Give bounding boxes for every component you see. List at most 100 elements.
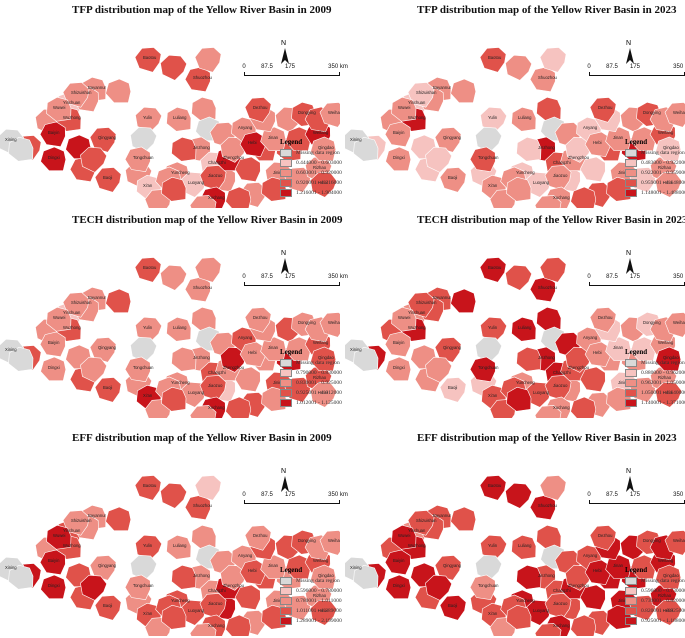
city-label: Yuncheng	[516, 598, 535, 603]
city-label: Jinzhong	[193, 145, 210, 150]
region-linfen	[171, 346, 197, 372]
legend-title: Legend	[280, 348, 303, 356]
region-baotou	[479, 47, 507, 73]
city-label: Hebi	[248, 140, 257, 145]
city-label: Jinan	[268, 563, 279, 568]
city-label: Yinchuan	[408, 310, 426, 315]
city-label: Bayannur	[88, 85, 107, 90]
region-pingliang	[80, 356, 108, 383]
city-label: Zhengzhou	[223, 583, 245, 588]
city-label: Shuozhou	[193, 503, 213, 508]
city-label: Zhengzhou	[568, 155, 590, 160]
city-label: Changzhi	[208, 588, 226, 593]
region-qingyang	[434, 555, 462, 581]
city-label: Dezhou	[598, 315, 613, 320]
legend-swatch	[280, 389, 292, 397]
city-label: Weihai	[328, 320, 340, 325]
city-label: Dongying	[298, 538, 316, 543]
scale-tick: 175	[629, 492, 641, 498]
city-label: Zhengzhou	[568, 365, 590, 370]
legend-swatch	[280, 369, 292, 377]
city-label: Jinan	[268, 135, 279, 140]
city-label: Baiyin	[393, 558, 405, 563]
city-label: Dezhou	[253, 315, 268, 320]
region-wuwei	[46, 96, 72, 122]
region-baotou	[134, 475, 162, 501]
city-label: Jining	[273, 598, 285, 603]
scale-tick: 0	[242, 492, 246, 498]
legend-item: 1.012001 - 1.125000	[280, 398, 372, 408]
region-hohhot	[160, 54, 188, 81]
legend-swatch	[625, 389, 637, 397]
city-label: Dezhou	[598, 105, 613, 110]
region-dezhou	[589, 525, 617, 551]
map-panel-tfp-2009: TFP distribution map of the Yellow River…	[0, 0, 348, 210]
legend-label: 0.483000 - 0.922000	[641, 160, 685, 166]
region-luliang	[511, 106, 537, 132]
legend-swatch	[280, 379, 292, 387]
legend-label: 0.830001 - 0.925000	[296, 380, 342, 386]
city-label: Baotou	[143, 483, 157, 488]
region-shuozhou	[184, 66, 211, 93]
city-label: Changzhi	[553, 160, 571, 165]
city-label: Qingyang	[98, 563, 117, 568]
city-label: Anyang	[583, 125, 598, 130]
map-panel-eff-2023: EFF distribution map of the Yellow River…	[345, 428, 685, 638]
city-label: Xuchang	[208, 405, 225, 410]
region-tongchuan	[469, 574, 496, 601]
city-label: Jinzhong	[538, 355, 555, 360]
region-kaifeng	[579, 366, 606, 393]
city-label: Dezhou	[253, 105, 268, 110]
region-qingdao	[655, 346, 682, 372]
city-label: Yinchuan	[408, 100, 426, 105]
city-label: Weifang	[313, 130, 329, 135]
scale-bar: 0 87.5 175 350 km	[587, 56, 685, 84]
legend-label: 0.596000 - 0.780000	[296, 588, 342, 594]
region-kaifeng	[234, 584, 261, 611]
map-title: EFF distribution map of the Yellow River…	[417, 432, 677, 444]
city-label: Xuchang	[553, 405, 570, 410]
legend-item: 0.925001 - 1.188000	[625, 616, 685, 626]
legend-label: 0.959001 - 1.148000	[641, 180, 685, 186]
city-label: Hebi	[593, 568, 602, 573]
city-label: Luoyang	[188, 180, 205, 185]
city-label: Jinan	[613, 135, 624, 140]
scale-tick: 350 km	[673, 274, 685, 280]
city-label: Luliang	[173, 325, 187, 330]
city-label: Jiaozuo	[208, 173, 223, 178]
legend-swatch	[280, 159, 292, 167]
region-shizuishan	[62, 82, 90, 108]
region-shuozhou	[184, 494, 211, 521]
region-linfen	[171, 136, 197, 162]
city-label: Rizhao	[313, 593, 327, 598]
city-label: Yulin	[488, 543, 498, 548]
region-baoji	[439, 167, 467, 193]
legend-item: Missing data region	[280, 576, 372, 586]
city-label: Anyang	[583, 553, 598, 558]
scale-tick: 0	[587, 274, 591, 280]
region-haidong	[353, 346, 379, 372]
legend-label: 0.922001 - 0.959000	[641, 170, 685, 176]
map-panel-eff-2009: EFF distribution map of the Yellow River…	[0, 428, 348, 638]
city-label: Zhengzhou	[568, 583, 590, 588]
scale-bar: 0 87.5 175 350 km	[242, 266, 352, 294]
legend-item: Missing data region	[280, 148, 372, 158]
city-label: Xining	[5, 565, 17, 570]
legend-swatch	[625, 587, 637, 595]
city-label: Xining	[350, 347, 362, 352]
city-label: Anyang	[238, 125, 253, 130]
city-label: Hefei	[663, 180, 673, 185]
region-dezhou	[244, 307, 272, 333]
legend-swatch	[280, 359, 292, 367]
region-dingxi	[40, 574, 67, 600]
legend-label: Missing data region	[641, 150, 685, 156]
region-haidong	[8, 346, 34, 372]
city-label: Yulin	[143, 325, 153, 330]
city-label: Tongchuan	[133, 365, 154, 370]
legend-title: Legend	[625, 566, 648, 574]
region-weihai	[319, 312, 340, 338]
legend-swatch	[280, 399, 292, 407]
region-shuozhou	[184, 276, 211, 303]
region-datong	[194, 475, 222, 501]
region-hefei	[310, 171, 338, 198]
